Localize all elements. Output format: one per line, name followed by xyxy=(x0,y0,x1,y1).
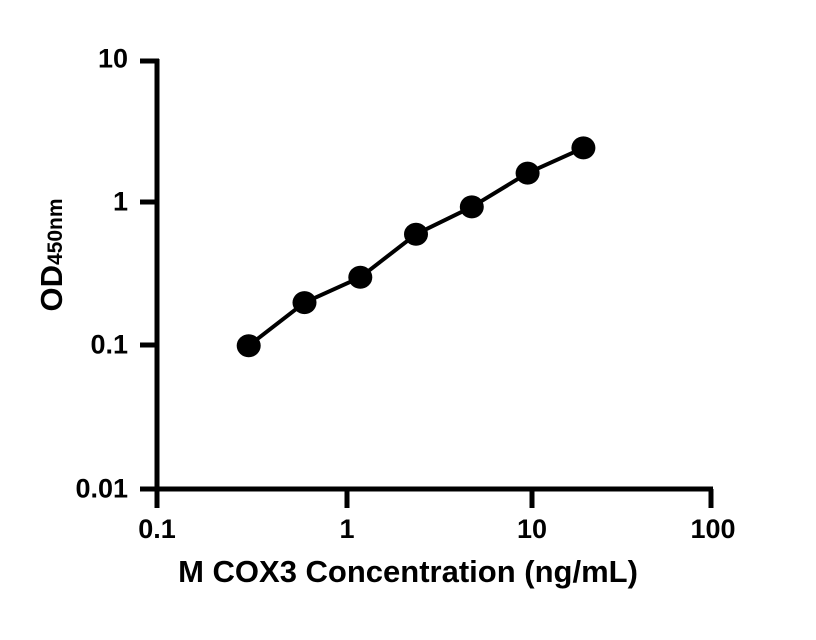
data-point xyxy=(404,222,428,246)
x-axis-ticks xyxy=(154,489,535,508)
data-point xyxy=(348,265,373,289)
data-point xyxy=(236,334,261,358)
axis-lines xyxy=(140,58,714,508)
y-axis-title-main: OD xyxy=(34,265,69,312)
data-point xyxy=(292,291,317,315)
data-point xyxy=(515,161,540,185)
y-axis-ticks xyxy=(140,199,157,492)
x-axis-title: M COX3 Concentration (ng/mL) xyxy=(178,554,638,589)
y-axis-title-subscript: 450nm xyxy=(44,198,67,266)
y-tick-label-0.01: 0.01 xyxy=(75,473,128,504)
x-tick-label-100: 100 xyxy=(690,514,736,544)
series-markers xyxy=(236,136,596,358)
y-axis-title: OD450nm xyxy=(34,198,70,311)
y-tick-label-0.1: 0.1 xyxy=(90,329,128,360)
x-tick-label-10: 10 xyxy=(516,514,548,544)
y-tick-label-1: 1 xyxy=(112,186,128,217)
data-point xyxy=(459,195,484,219)
x-tick-label-0.1: 0.1 xyxy=(138,514,176,544)
y-tick-label-10: 10 xyxy=(97,43,128,74)
data-point xyxy=(571,136,596,160)
x-tick-label-1: 1 xyxy=(339,514,355,544)
